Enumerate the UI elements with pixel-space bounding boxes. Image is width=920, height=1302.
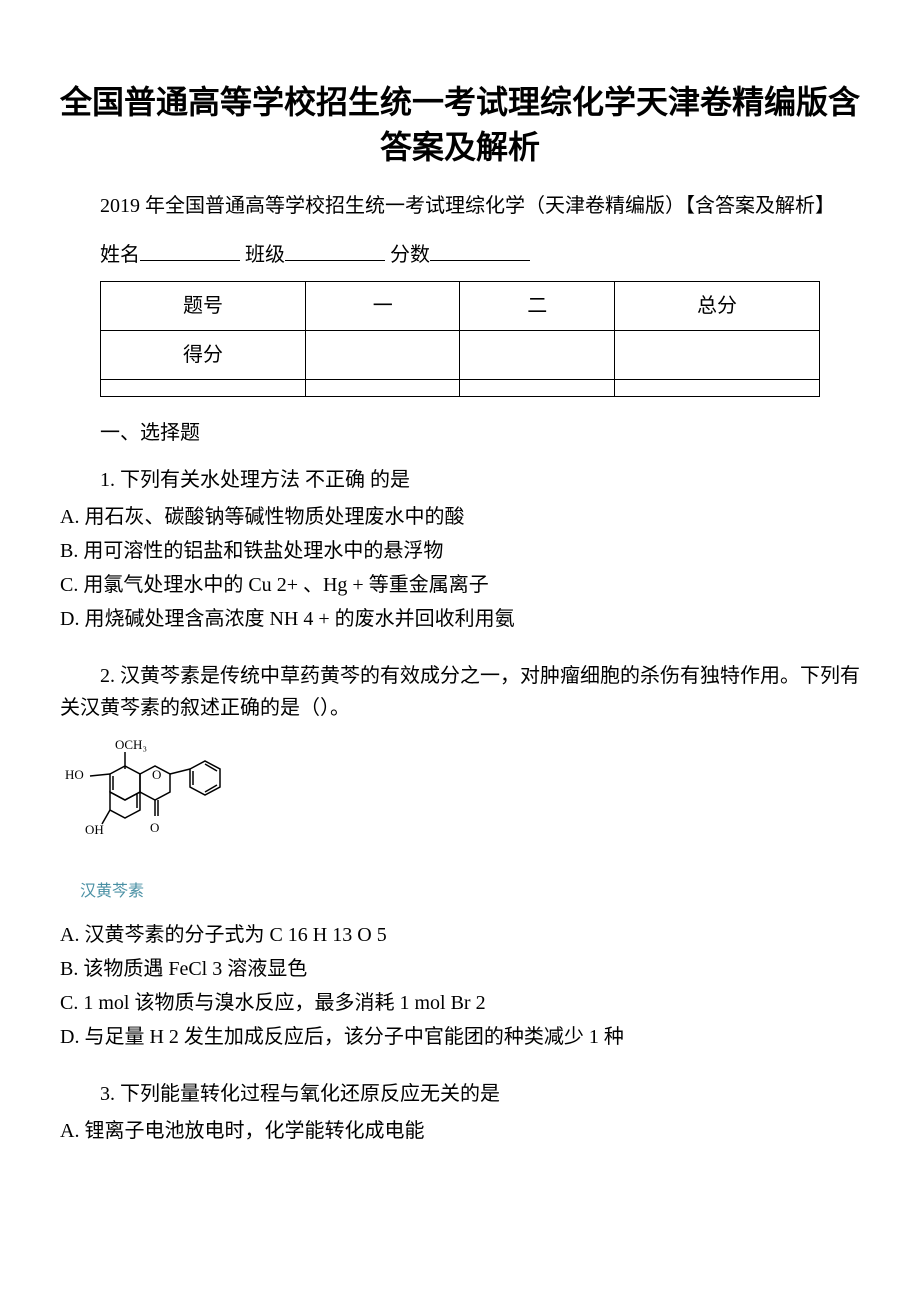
score-blank[interactable] — [430, 237, 530, 261]
option-text: 溶液显色 — [222, 958, 307, 980]
option-text: A. 汉黄芩素的分子式为 C — [60, 924, 283, 946]
option-a: A. 用石灰、碳酸钠等碱性物质处理废水中的酸 — [60, 501, 860, 533]
score-table: 题号 一 二 总分 得分 — [100, 281, 820, 397]
header-cell: 二 — [460, 281, 614, 330]
row-label-cell: 得分 — [101, 330, 306, 379]
option-d: D. 与足量 H 2 发生加成反应后，该分子中官能团的种类减少 1 种 — [60, 1021, 860, 1053]
empty-cell — [614, 379, 819, 396]
molecule-svg: OCH₃ HO O OH O — [60, 734, 260, 864]
option-b: B. 用可溶性的铝盐和铁盐处理水中的悬浮物 — [60, 535, 860, 567]
molecule-caption: 汉黄芩素 — [80, 879, 860, 905]
option-text: C. 用氯气处理水中的 Cu — [60, 574, 272, 596]
mol-label-oh: OH — [85, 822, 104, 837]
name-blank[interactable] — [140, 237, 240, 261]
question-stem: 1. 下列有关水处理方法 不正确 的是 — [60, 464, 860, 496]
mol-label-o: O — [152, 767, 161, 782]
class-blank[interactable] — [285, 237, 385, 261]
mol-label-o2: O — [150, 820, 159, 835]
empty-cell — [460, 379, 614, 396]
table-row: 得分 — [101, 330, 820, 379]
subscript: 2 — [471, 992, 486, 1014]
option-text: D. 用烧碱处理含高浓度 NH — [60, 608, 298, 630]
option-d: D. 用烧碱处理含高浓度 NH 4 + 的废水并回收利用氨 — [60, 603, 860, 635]
question-stem: 2. 汉黄芩素是传统中草药黄芩的有效成分之一，对肿瘤细胞的杀伤有独特作用。下列有… — [60, 660, 860, 724]
score-label: 分数 — [390, 244, 430, 266]
superscript: + — [347, 574, 363, 596]
question-stem: 3. 下列能量转化过程与氧化还原反应无关的是 — [60, 1078, 860, 1110]
score-cell[interactable] — [460, 330, 614, 379]
option-text: 的废水并回收利用氨 — [330, 608, 515, 630]
subtitle: 2019 年全国普通高等学校招生统一考试理综化学（天津卷精编版）【含答案及解析】 — [60, 190, 860, 222]
option-a: A. 汉黄芩素的分子式为 C 16 H 13 O 5 — [60, 919, 860, 951]
section-header: 一、选择题 — [60, 417, 860, 449]
table-header-row: 题号 一 二 总分 — [101, 281, 820, 330]
score-cell[interactable] — [614, 330, 819, 379]
option-text: 等重金属离子 — [364, 574, 489, 596]
subscript: 3 — [207, 958, 222, 980]
header-cell: 总分 — [614, 281, 819, 330]
header-cell: 题号 — [101, 281, 306, 330]
molecule-structure: OCH₃ HO O OH O — [60, 734, 860, 874]
question-3: 3. 下列能量转化过程与氧化还原反应无关的是 A. 锂离子电池放电时，化学能转化… — [60, 1078, 860, 1147]
class-label: 班级 — [245, 244, 285, 266]
option-text: H — [308, 924, 327, 946]
empty-cell — [306, 379, 460, 396]
subscript: 2+ — [272, 574, 298, 596]
subscript: 4 + — [298, 608, 329, 630]
header-cell: 一 — [306, 281, 460, 330]
option-text: O — [352, 924, 371, 946]
option-a: A. 锂离子电池放电时，化学能转化成电能 — [60, 1115, 860, 1147]
subscript: 13 — [327, 924, 352, 946]
mol-label-ho: HO — [65, 767, 84, 782]
question-2: 2. 汉黄芩素是传统中草药黄芩的有效成分之一，对肿瘤细胞的杀伤有独特作用。下列有… — [60, 660, 860, 1054]
option-text: B. 该物质遇 FeCl — [60, 958, 207, 980]
name-label: 姓名 — [100, 244, 140, 266]
student-info-line: 姓名 班级 分数 — [60, 237, 860, 271]
page-title: 全国普通高等学校招生统一考试理综化学天津卷精编版含答案及解析 — [60, 80, 860, 170]
subscript: 5 — [372, 924, 387, 946]
option-text: D. 与足量 H — [60, 1026, 164, 1048]
option-b: B. 该物质遇 FeCl 3 溶液显色 — [60, 953, 860, 985]
option-text: 发生加成反应后，该分子中官能团的种类减少 1 种 — [179, 1026, 624, 1048]
option-text: 、Hg — [298, 574, 347, 596]
option-text: C. 1 mol 该物质与溴水反应，最多消耗 1 mol Br — [60, 992, 471, 1014]
subscript: 2 — [164, 1026, 179, 1048]
table-row — [101, 379, 820, 396]
question-1: 1. 下列有关水处理方法 不正确 的是 A. 用石灰、碳酸钠等碱性物质处理废水中… — [60, 464, 860, 635]
empty-cell — [101, 379, 306, 396]
mol-label-och3: OCH₃ — [115, 737, 147, 752]
score-cell[interactable] — [306, 330, 460, 379]
subscript: 16 — [283, 924, 308, 946]
option-c: C. 用氯气处理水中的 Cu 2+ 、Hg + 等重金属离子 — [60, 569, 860, 601]
option-c: C. 1 mol 该物质与溴水反应，最多消耗 1 mol Br 2 — [60, 987, 860, 1019]
